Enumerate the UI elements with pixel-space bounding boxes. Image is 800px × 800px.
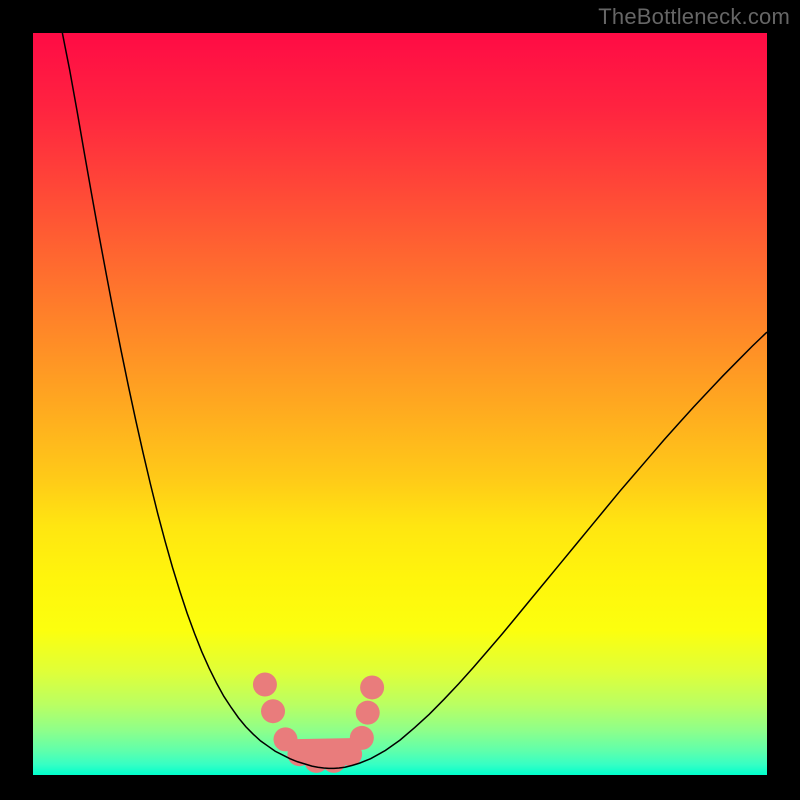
highlight-dot [350, 726, 374, 750]
highlight-dot [360, 675, 384, 699]
plot-area [33, 33, 767, 775]
bottleneck-curve-chart [33, 33, 767, 775]
highlight-dot [261, 699, 285, 723]
highlight-dot [356, 701, 380, 725]
watermark-text: TheBottleneck.com [598, 4, 790, 30]
highlight-dot [253, 672, 277, 696]
chart-frame: TheBottleneck.com [0, 0, 800, 800]
gradient-background [33, 33, 767, 775]
